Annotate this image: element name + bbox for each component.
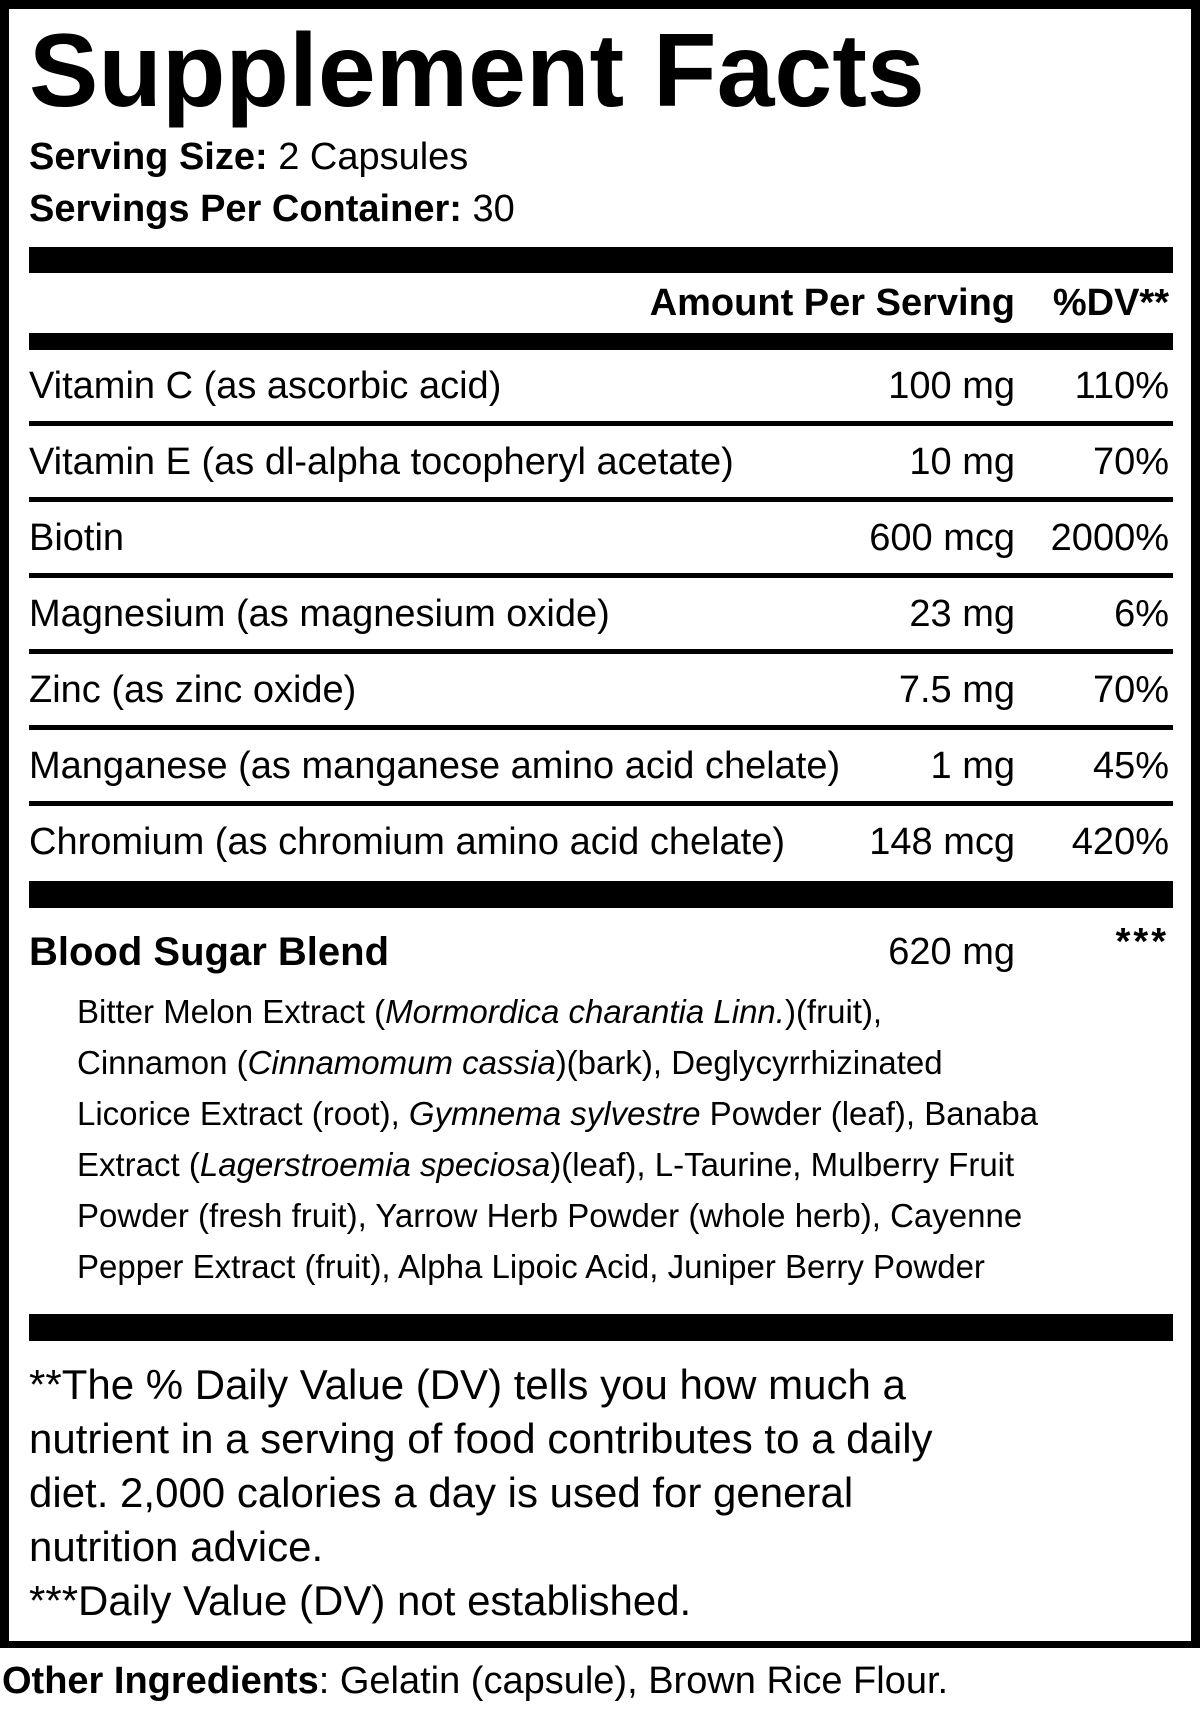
nutrient-dv: 6% [1114,593,1169,635]
table-row: Zinc (as zinc oxide) 7.5 mg 70% [29,654,1173,730]
nutrient-amount: 148 mcg [869,821,1015,863]
divider-bar-header [29,333,1173,350]
nutrient-name: Magnesium (as magnesium oxide) [29,593,610,635]
blend-species-name: Lagerstroemia speciosa [199,1146,551,1183]
servings-per-container-label: Servings Per Container: [29,188,462,230]
divider-bar-top [29,247,1173,273]
servings-per-container-value: 30 [461,188,515,230]
nutrient-dv: 70% [1092,669,1169,711]
dv-header: %DV** [1052,282,1169,324]
panel-title: Supplement Facts [29,13,925,129]
serving-size-line: Serving Size: 2 Capsules [29,131,1173,183]
nutrient-rows: Vitamin C (as ascorbic acid) 100 mg 110%… [29,350,1173,877]
servings-per-container-line: Servings Per Container: 30 [29,183,1173,235]
nutrient-dv: 45% [1092,745,1169,787]
nutrient-name: Chromium (as chromium amino acid chelate… [29,821,786,863]
nutrient-name: Vitamin E (as dl-alpha tocopheryl acetat… [29,441,734,483]
blend-name: Blood Sugar Blend [29,930,389,974]
nutrient-amount: 23 mg [909,593,1015,635]
table-row: Magnesium (as magnesium oxide) 23 mg 6% [29,578,1173,654]
blend-description-segment: Powder (leaf), Banaba Extract ( [77,1095,1039,1183]
supplement-facts-panel: Supplement Facts Serving Size: 2 Capsule… [0,0,1200,1648]
serving-size-value: 2 Capsules [267,136,469,178]
nutrient-amount: 600 mcg [869,517,1015,559]
table-row: Vitamin C (as ascorbic acid) 100 mg 110% [29,350,1173,426]
blend-row: Blood Sugar Blend 620 mg *** [29,908,1173,974]
nutrient-name: Zinc (as zinc oxide) [29,669,357,711]
nutrient-amount: 10 mg [909,441,1015,483]
other-ingredients-value: : Gelatin (capsule), Brown Rice Flour. [318,1660,949,1702]
table-row: Biotin 600 mcg 2000% [29,502,1173,578]
serving-size-label: Serving Size: [29,136,268,178]
nutrient-dv: 420% [1071,821,1169,863]
daily-value-footnote: **The % Daily Value (DV) tells you how m… [29,1361,933,1570]
other-ingredients-line: Other Ingredients: Gelatin (capsule), Br… [2,1657,948,1705]
blend-description-segment: )(fruit), Cinnamon ( [77,993,883,1081]
nutrient-dv: 110% [1074,365,1169,407]
table-row: Vitamin E (as dl-alpha tocopheryl acetat… [29,426,1173,502]
nutrient-amount: 1 mg [930,745,1015,787]
nutrient-name: Vitamin C (as ascorbic acid) [29,365,502,407]
nutrient-amount: 100 mg [888,365,1015,407]
blend-species-name: Cinnamomum cassia [247,1044,556,1081]
blend-species-name: Mormordica charantia Linn. [385,993,785,1030]
nutrient-name: Manganese (as manganese amino acid chela… [29,745,841,787]
column-header-row: Amount Per Serving %DV** [29,273,1173,333]
nutrient-dv: 2000% [1050,517,1169,559]
divider-bar-blend [29,881,1173,908]
blend-dv-asterisks: *** [1115,921,1169,963]
amount-per-serving-header: Amount Per Serving [649,282,1015,324]
table-row: Chromium (as chromium amino acid chelate… [29,806,1173,877]
dv-not-established-footnote: ***Daily Value (DV) not established. [29,1577,692,1624]
blend-description-segment: Bitter Melon Extract ( [77,993,386,1030]
blend-amount: 620 mg [888,931,1015,973]
blend-description-segment: )(leaf), L-Taurine, Mulberry Fruit Powde… [77,1146,1023,1285]
blend-description: Bitter Melon Extract (Mormordica charant… [77,986,1173,1292]
other-ingredients-label: Other Ingredients [2,1660,319,1702]
blend-species-name: Gymnema sylvestre [408,1095,701,1132]
divider-bar-footnote [29,1314,1173,1341]
nutrient-dv: 70% [1092,441,1169,483]
blend-description-segment: )(bark), Deglycyrrhizinated Licorice Ext… [77,1044,943,1132]
table-row: Manganese (as manganese amino acid chela… [29,730,1173,806]
nutrient-amount: 7.5 mg [898,669,1015,711]
nutrient-name: Biotin [29,517,125,559]
